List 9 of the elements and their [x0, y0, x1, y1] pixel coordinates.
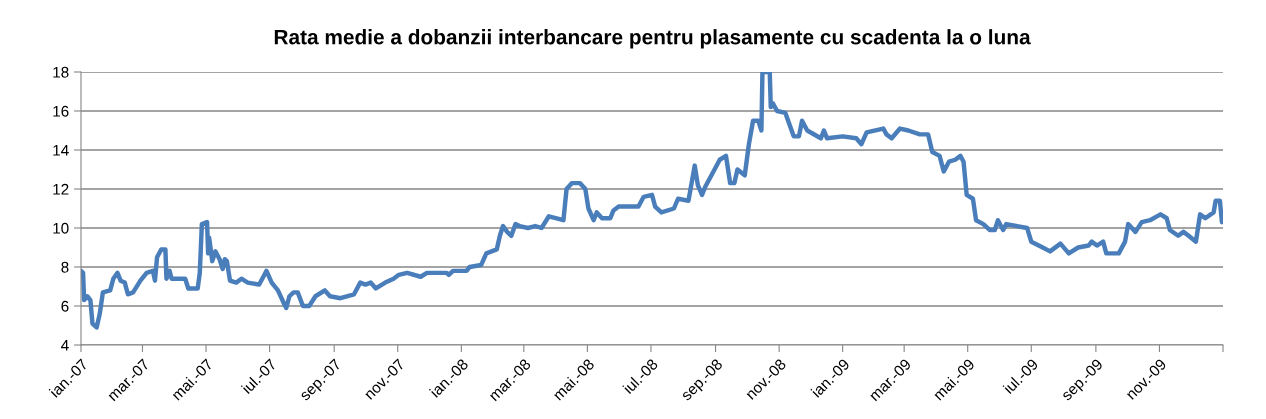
y-tick-label: 12: [53, 183, 69, 195]
y-tick-label: 8: [61, 261, 69, 273]
y-tick-label: 18: [53, 66, 69, 78]
chart-title: Rata medie a dobanzii interbancare pentru plasamente cu scadenta la o luna: [274, 29, 1031, 49]
y-tick-label: 10: [53, 222, 69, 234]
y-tick-label: 6: [61, 300, 69, 312]
y-tick-label: 4: [61, 340, 69, 351]
y-tick-label: 16: [53, 105, 69, 117]
y-tick-label: 14: [53, 145, 69, 156]
